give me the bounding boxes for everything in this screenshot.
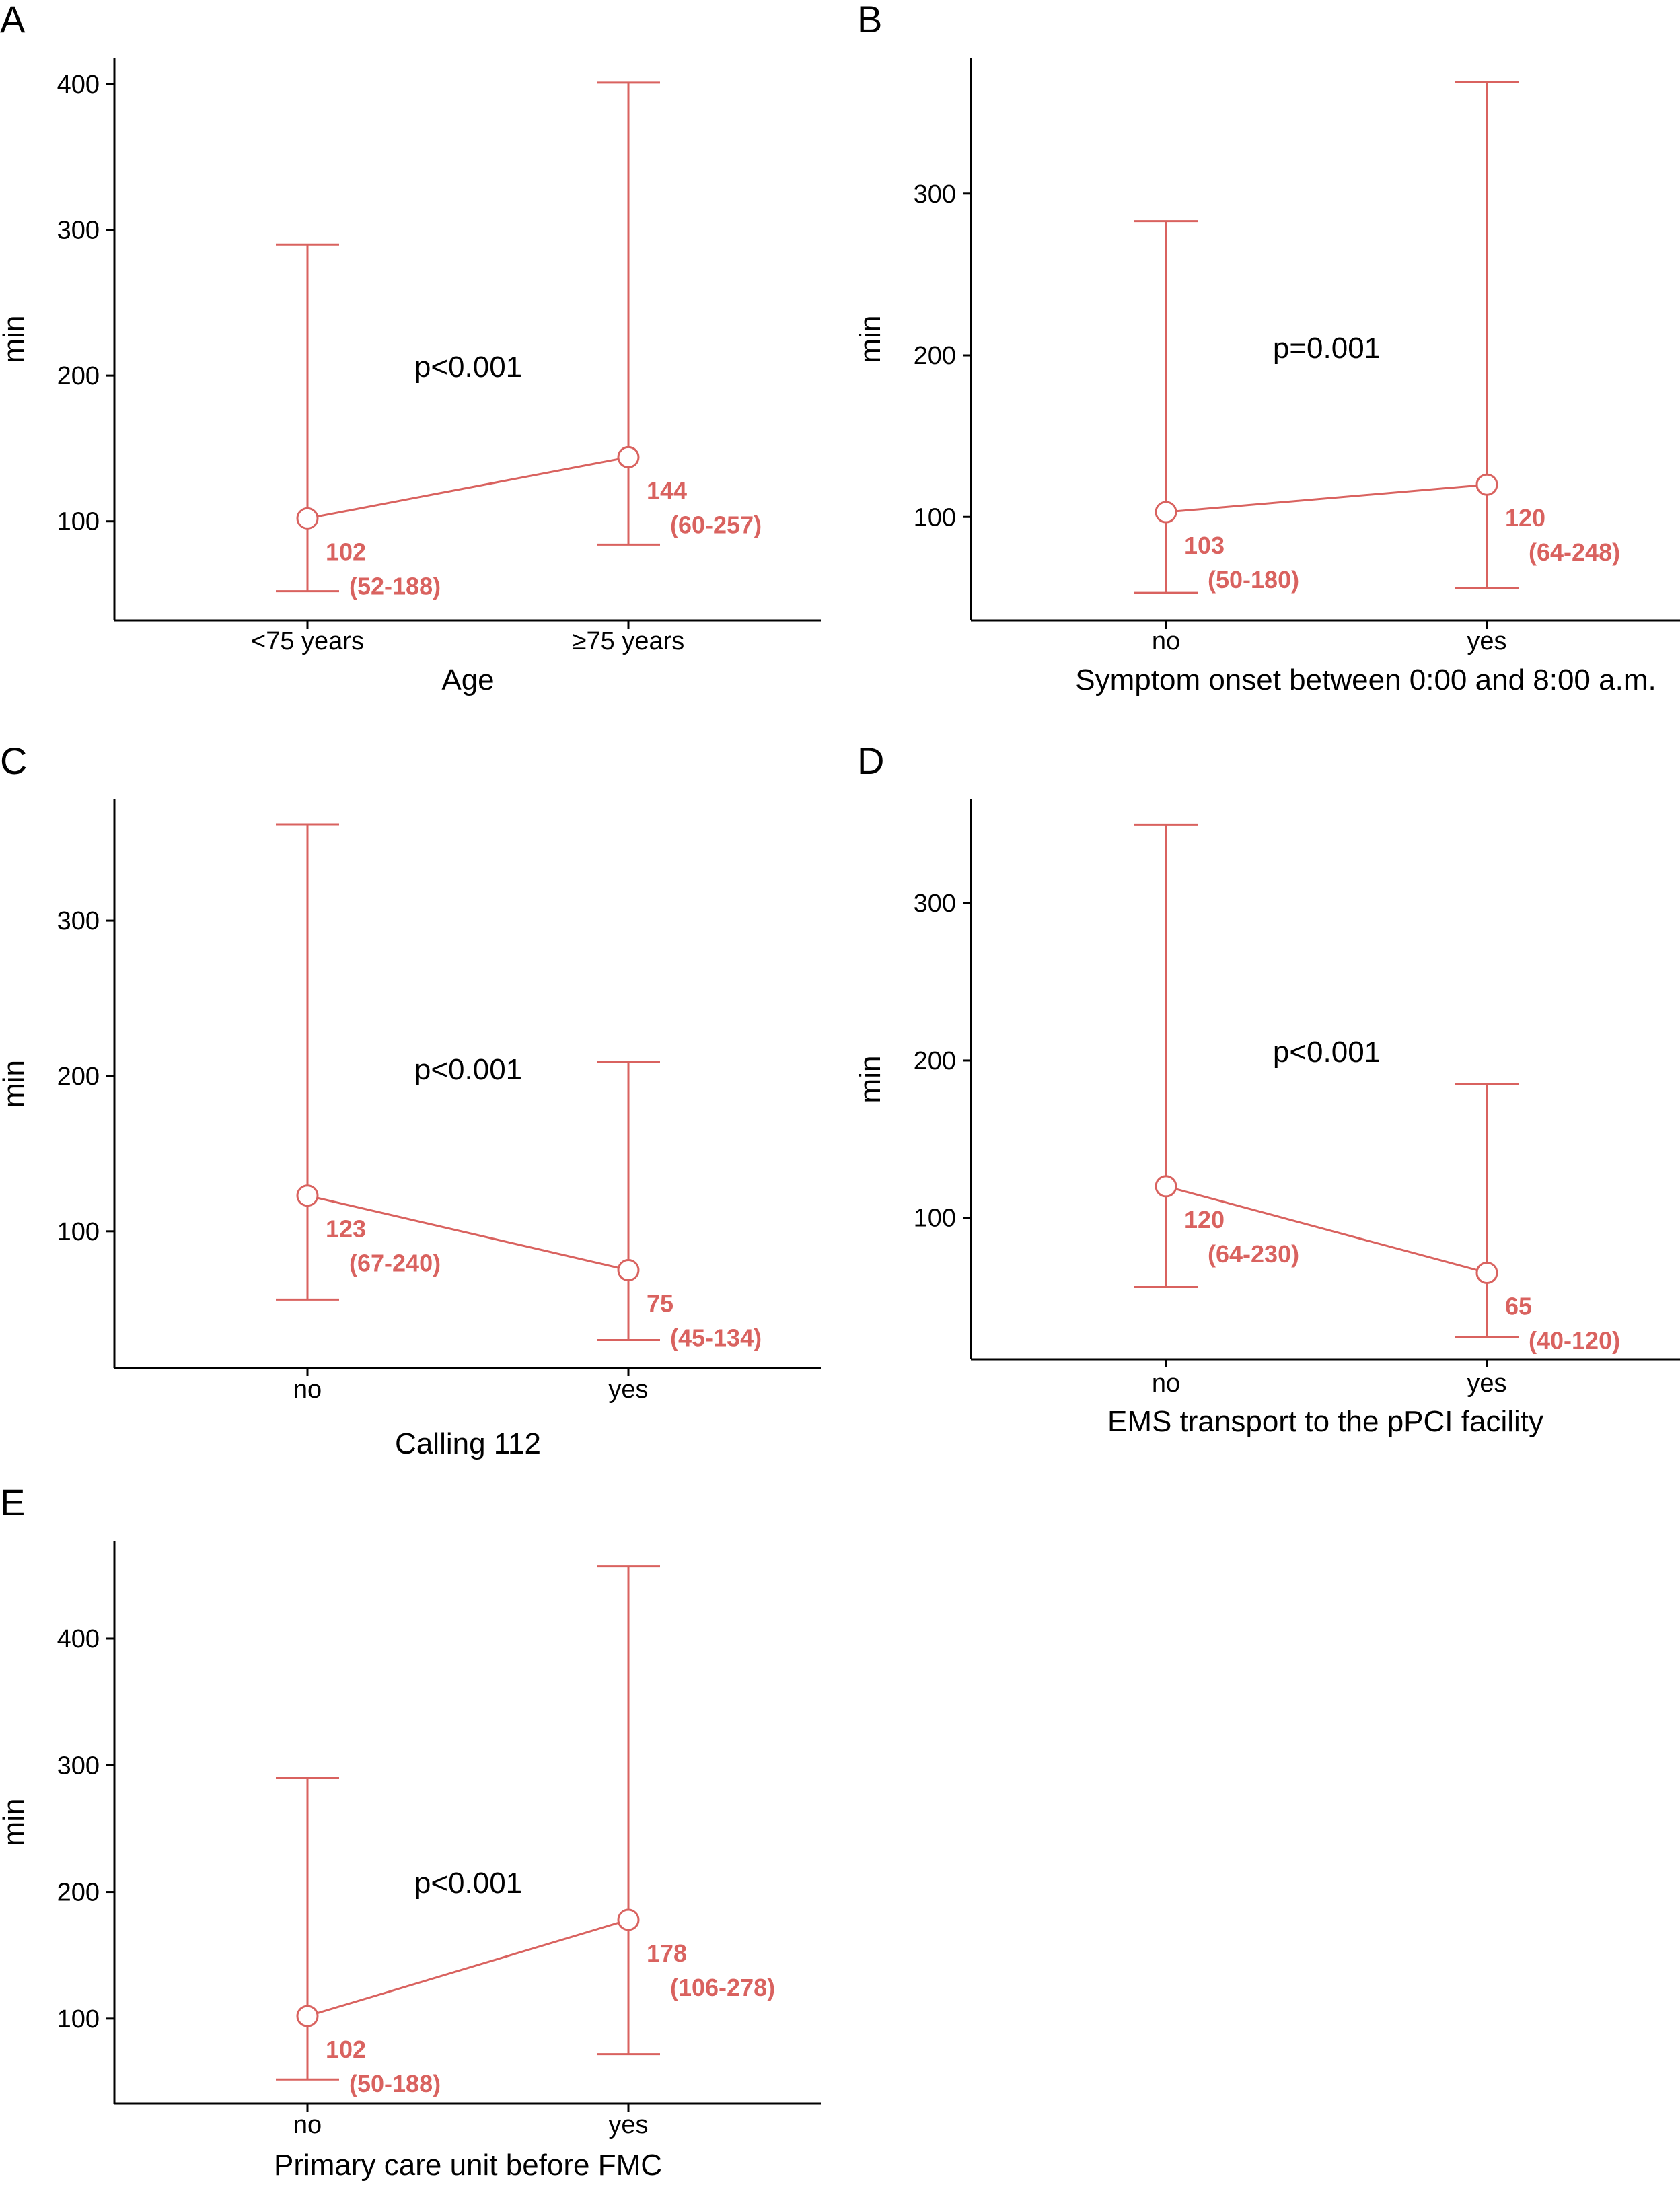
panel-c: C 100 200 300 min no yes Calling 112 p<0.001 123 (… [0,740,821,1460]
x-tick-label: no [293,1375,322,1404]
p-value-annotation: p<0.001 [1273,1036,1381,1069]
y-tick-label: 200 [57,362,100,390]
y-tick-label: 400 [57,71,100,99]
median-connector-line [1165,1185,1488,1274]
median-point [296,2005,319,2027]
median-point [1475,1261,1498,1284]
median-connector-line [307,1918,629,2017]
median-point [296,1184,319,1207]
x-tick-label: yes [1467,1369,1506,1398]
y-tick-label: 300 [57,1752,100,1780]
iqr-range-label: (50-180) [1208,566,1299,594]
median-point [1155,1175,1177,1198]
x-axis-title: Symptom onset between 0:00 and 8:00 a.m. [1075,663,1656,696]
iqr-range-label: (50-188) [349,2070,441,2097]
y-tick-label: 100 [57,2005,100,2034]
x-tick-label: no [293,2111,322,2139]
iqr-range-label: (40-120) [1529,1326,1620,1354]
x-tick-label: yes [608,1375,648,1404]
y-tick-label: 300 [914,890,956,918]
iqr-range-label: (45-134) [670,1324,762,1352]
panel-letter: E [0,1481,25,1523]
y-tick-label: 100 [914,503,956,532]
y-tick-label: 300 [57,217,100,245]
x-tick-label: no [1152,1369,1180,1398]
p-value-annotation: p<0.001 [414,1053,522,1086]
median-value-label: 123 [326,1215,366,1243]
panel-letter: C [0,740,27,782]
x-tick-label: ≥75 years [573,627,685,655]
median-value-label: 102 [326,2036,366,2063]
median-value-label: 103 [1184,532,1225,559]
x-tick-label: <75 years [251,627,364,655]
x-axis-title: Age [441,663,494,696]
iqr-range-label: (106-278) [670,1974,775,2001]
panel-letter: B [857,0,882,40]
panel-letter: A [0,0,26,40]
panel-b: B 100 200 300 min no yes Symptom onset between … [854,0,1680,696]
y-tick-label: 200 [57,1063,100,1091]
median-point [1475,473,1498,496]
iqr-range-label: (64-230) [1208,1240,1299,1268]
median-connector-line [307,1194,629,1272]
median-point [296,507,319,530]
x-axis-title: EMS transport to the pPCI facility [1107,1405,1543,1438]
median-value-label: 144 [647,476,687,504]
iqr-range-label: (64-248) [1529,538,1620,566]
panel-d: D 100 200 300 min no yes EMS transport to the p… [854,740,1680,1438]
y-axis-title: min [854,316,887,363]
y-tick-label: 100 [57,1218,100,1246]
x-tick-label: yes [1467,627,1506,655]
y-tick-label: 200 [914,1047,956,1075]
median-point [617,445,640,468]
iqr-range-label: (67-240) [349,1250,441,1277]
median-value-label: 102 [326,538,366,565]
x-tick-label: no [1152,627,1180,655]
y-axis-title: min [0,1060,30,1108]
x-axis-title: Calling 112 [395,1427,541,1460]
p-value-annotation: p=0.001 [1273,332,1381,365]
y-tick-label: 200 [914,342,956,370]
median-value-label: 120 [1505,504,1545,532]
y-tick-label: 100 [57,508,100,536]
median-value-label: 65 [1505,1292,1532,1320]
p-value-annotation: p<0.001 [414,1867,522,1900]
y-axis-title: min [0,1799,30,1846]
median-point [617,1908,640,1931]
x-tick-label: yes [608,2111,648,2139]
y-axis-title: min [854,1056,887,1104]
y-tick-label: 300 [914,180,956,209]
x-axis-title: Primary care unit before FMC [274,2149,662,2182]
median-value-label: 178 [647,1939,687,1967]
y-tick-label: 400 [57,1625,100,1653]
panel-e: E 100 200 300 400 min no yes Primary care unit b… [0,1481,821,2182]
median-connector-line [1165,483,1488,513]
median-value-label: 75 [647,1290,673,1318]
p-value-annotation: p<0.001 [414,351,522,384]
y-axis-title: min [0,316,30,363]
median-point [617,1259,640,1282]
y-tick-label: 300 [57,907,100,935]
median-point [1155,501,1177,524]
iqr-range-label: (52-188) [349,572,441,600]
median-value-label: 120 [1184,1206,1225,1233]
iqr-range-label: (60-257) [670,511,762,538]
median-connector-line [307,456,629,519]
panel-letter: D [857,740,884,782]
panel-a: A 100 200 300 400 min <75 years ≥75 years Age p<0… [0,0,821,696]
y-tick-label: 200 [57,1879,100,1907]
y-tick-label: 100 [914,1205,956,1233]
